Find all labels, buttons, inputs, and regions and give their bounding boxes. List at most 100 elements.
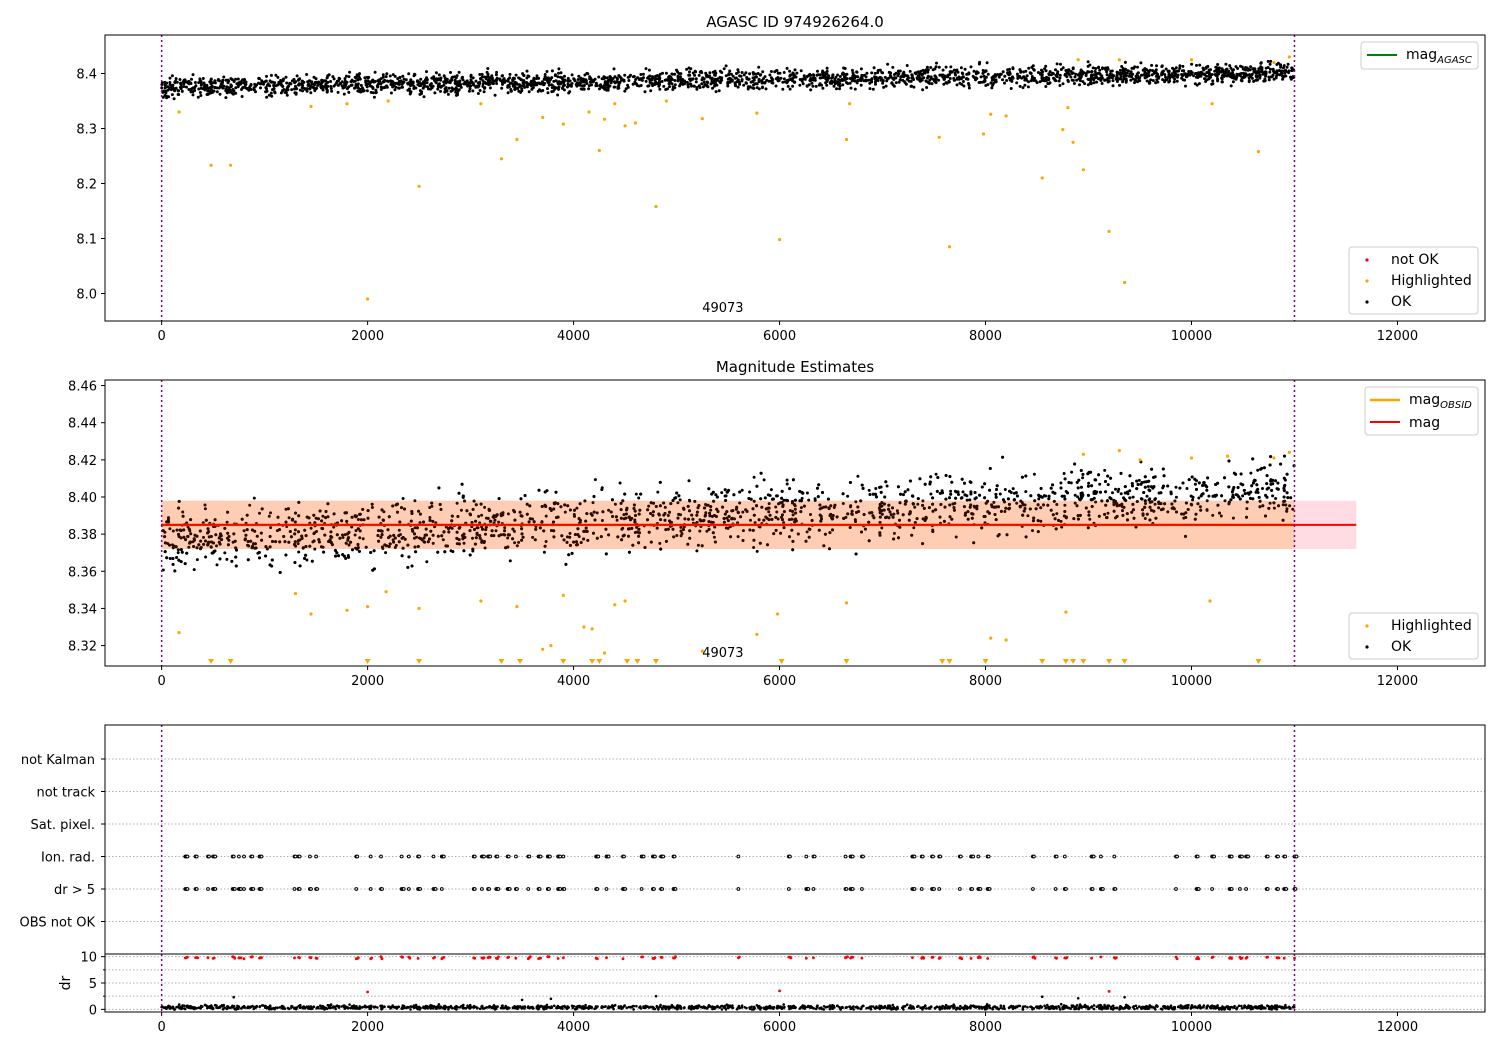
ok-point — [301, 79, 305, 83]
ok-point — [290, 88, 294, 92]
ok-point — [695, 513, 699, 517]
ok-point — [707, 527, 711, 531]
ok-point — [1211, 513, 1215, 517]
ok-point — [1151, 69, 1155, 73]
highlighted-point — [1076, 58, 1080, 62]
ok-point — [824, 505, 828, 509]
ok-point — [985, 61, 989, 65]
ok-point — [1166, 69, 1170, 73]
ok-point — [687, 73, 691, 77]
ok-point — [761, 81, 765, 85]
ok-point — [872, 66, 876, 70]
ok-point — [880, 71, 884, 74]
ok-point — [1055, 62, 1059, 66]
ok-point — [597, 75, 601, 79]
ok-point — [774, 69, 778, 73]
ok-point — [1103, 468, 1107, 472]
ok-point — [324, 83, 328, 86]
ok-point — [1074, 72, 1078, 76]
ok-point — [215, 90, 219, 94]
ok-point — [1270, 75, 1274, 79]
ok-point — [1024, 77, 1028, 81]
ok-point — [173, 87, 177, 90]
ok-point — [722, 520, 726, 524]
ok-point — [956, 70, 960, 74]
ok-point — [792, 75, 796, 79]
ok-point — [661, 71, 664, 75]
ok-point — [963, 493, 967, 497]
ok-point — [1018, 68, 1022, 72]
ok-point — [284, 520, 288, 524]
highlighted-point — [937, 135, 941, 139]
ok-point — [1139, 73, 1143, 77]
ok-point — [1068, 73, 1071, 77]
ok-point — [1090, 505, 1094, 508]
ok-point — [979, 75, 983, 79]
ok-point — [542, 83, 546, 87]
ok-point — [1193, 517, 1197, 521]
ok-point — [1069, 75, 1073, 79]
ok-point — [1033, 76, 1036, 80]
ok-point — [618, 75, 622, 79]
ok-point — [203, 503, 207, 507]
ok-point — [1207, 77, 1211, 81]
ok-point — [1092, 81, 1096, 85]
ok-point — [1282, 495, 1286, 499]
ok-point — [903, 490, 907, 494]
ok-point — [285, 81, 289, 85]
ok-point — [634, 82, 638, 86]
ok-point — [1106, 76, 1110, 80]
ok-point — [860, 530, 863, 534]
ok-point — [594, 81, 598, 85]
ok-point — [641, 72, 645, 76]
ok-point — [751, 86, 755, 90]
ok-point — [359, 90, 363, 94]
ok-point — [930, 82, 934, 86]
ok-point — [941, 68, 945, 72]
ok-point — [726, 84, 730, 88]
ok-point — [848, 481, 852, 484]
ok-point — [310, 559, 314, 563]
ok-point — [203, 507, 207, 511]
ok-point — [388, 542, 392, 546]
ok-point — [502, 533, 506, 537]
ok-point — [199, 547, 202, 551]
ok-point — [459, 85, 463, 89]
ok-point — [447, 86, 451, 90]
ok-point — [1218, 69, 1222, 73]
ok-point — [1066, 491, 1069, 495]
ok-point — [759, 471, 763, 475]
ok-point — [527, 90, 531, 94]
ok-point — [687, 517, 690, 521]
highlighted-point — [633, 121, 638, 125]
ok-point — [1162, 69, 1165, 73]
ok-point — [851, 74, 855, 78]
highlighted-point — [1040, 176, 1044, 180]
ok-point — [884, 480, 888, 484]
ok-point — [187, 545, 191, 549]
ok-point — [782, 77, 786, 81]
ok-point — [870, 71, 874, 75]
ok-point — [199, 86, 203, 90]
middle-panel-points — [160, 449, 1296, 664]
ok-point — [442, 74, 446, 78]
ok-point — [983, 79, 987, 83]
ok-point — [478, 89, 482, 92]
ok-point — [456, 515, 460, 518]
ok-point — [575, 81, 579, 85]
ok-point — [649, 81, 653, 85]
ok-point — [431, 519, 435, 523]
ok-point — [821, 86, 825, 90]
ok-point — [788, 87, 792, 91]
ok-point — [769, 488, 773, 492]
ok-point — [1274, 497, 1278, 500]
ok-point — [488, 86, 492, 90]
ok-point — [1137, 478, 1141, 482]
ok-point — [170, 93, 174, 97]
ok-point — [1170, 72, 1174, 76]
ok-point — [915, 76, 919, 80]
ok-point — [725, 510, 729, 514]
ok-point — [785, 78, 789, 82]
ok-point — [525, 69, 529, 73]
ok-point — [1251, 481, 1255, 485]
